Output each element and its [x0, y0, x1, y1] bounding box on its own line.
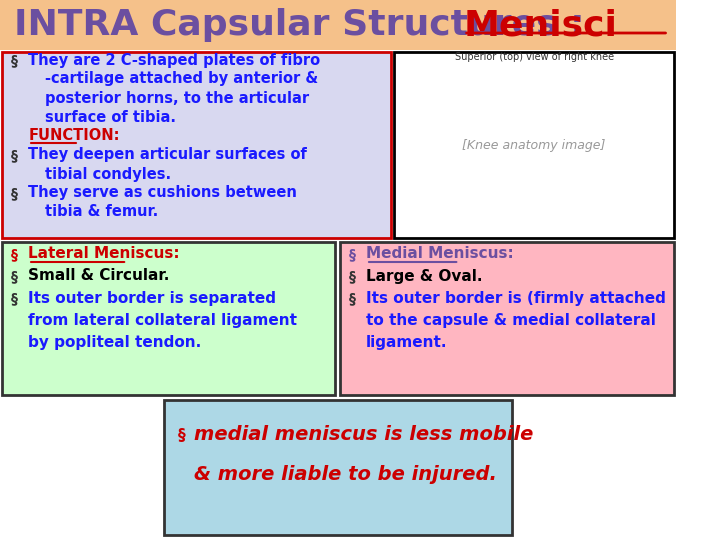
Text: §: §	[12, 186, 18, 200]
Text: [Knee anatomy image]: [Knee anatomy image]	[462, 138, 606, 152]
Text: Lateral Meniscus:: Lateral Meniscus:	[28, 246, 180, 261]
Text: from lateral collateral ligament: from lateral collateral ligament	[28, 313, 297, 327]
Text: medial meniscus is less mobile: medial meniscus is less mobile	[194, 426, 534, 444]
Text: §: §	[349, 291, 356, 305]
FancyBboxPatch shape	[2, 52, 392, 238]
Text: §: §	[349, 269, 356, 283]
Text: tibial condyles.: tibial condyles.	[45, 166, 171, 181]
Text: Menisci: Menisci	[464, 8, 618, 42]
Text: & more liable to be injured.: & more liable to be injured.	[194, 465, 498, 484]
Text: §: §	[12, 148, 18, 162]
FancyBboxPatch shape	[2, 242, 335, 395]
Text: Large & Oval.: Large & Oval.	[366, 268, 482, 284]
Text: They are 2 C-shaped plates of fibro: They are 2 C-shaped plates of fibro	[28, 52, 320, 68]
Text: Small & Circular.: Small & Circular.	[28, 268, 169, 284]
Text: ligament.: ligament.	[366, 334, 448, 349]
Text: §: §	[12, 247, 18, 261]
Text: FUNCTION:: FUNCTION:	[28, 129, 120, 144]
Text: posterior horns, to the articular: posterior horns, to the articular	[45, 91, 309, 105]
Text: §: §	[12, 53, 18, 67]
Text: surface of tibia.: surface of tibia.	[45, 110, 176, 125]
Text: §: §	[179, 428, 186, 442]
FancyBboxPatch shape	[340, 242, 674, 395]
Text: They serve as cushions between: They serve as cushions between	[28, 186, 297, 200]
Text: §: §	[12, 269, 18, 283]
Text: They deepen articular surfaces of: They deepen articular surfaces of	[28, 147, 307, 163]
Text: tibia & femur.: tibia & femur.	[45, 205, 158, 219]
Text: Its outer border is separated: Its outer border is separated	[28, 291, 276, 306]
Text: by popliteal tendon.: by popliteal tendon.	[28, 334, 202, 349]
Text: §: §	[349, 247, 356, 261]
Text: Medial Meniscus:: Medial Meniscus:	[366, 246, 514, 261]
Text: Its outer border is (firmly attached: Its outer border is (firmly attached	[366, 291, 666, 306]
FancyBboxPatch shape	[0, 0, 676, 50]
Text: INTRA Capsular Structures :: INTRA Capsular Structures :	[14, 8, 598, 42]
Text: -cartilage attached by anterior &: -cartilage attached by anterior &	[45, 71, 318, 86]
Text: §: §	[12, 291, 18, 305]
Text: Superior (top) view of right knee: Superior (top) view of right knee	[454, 52, 613, 62]
FancyBboxPatch shape	[395, 52, 674, 238]
Text: to the capsule & medial collateral: to the capsule & medial collateral	[366, 313, 656, 327]
FancyBboxPatch shape	[164, 400, 512, 535]
